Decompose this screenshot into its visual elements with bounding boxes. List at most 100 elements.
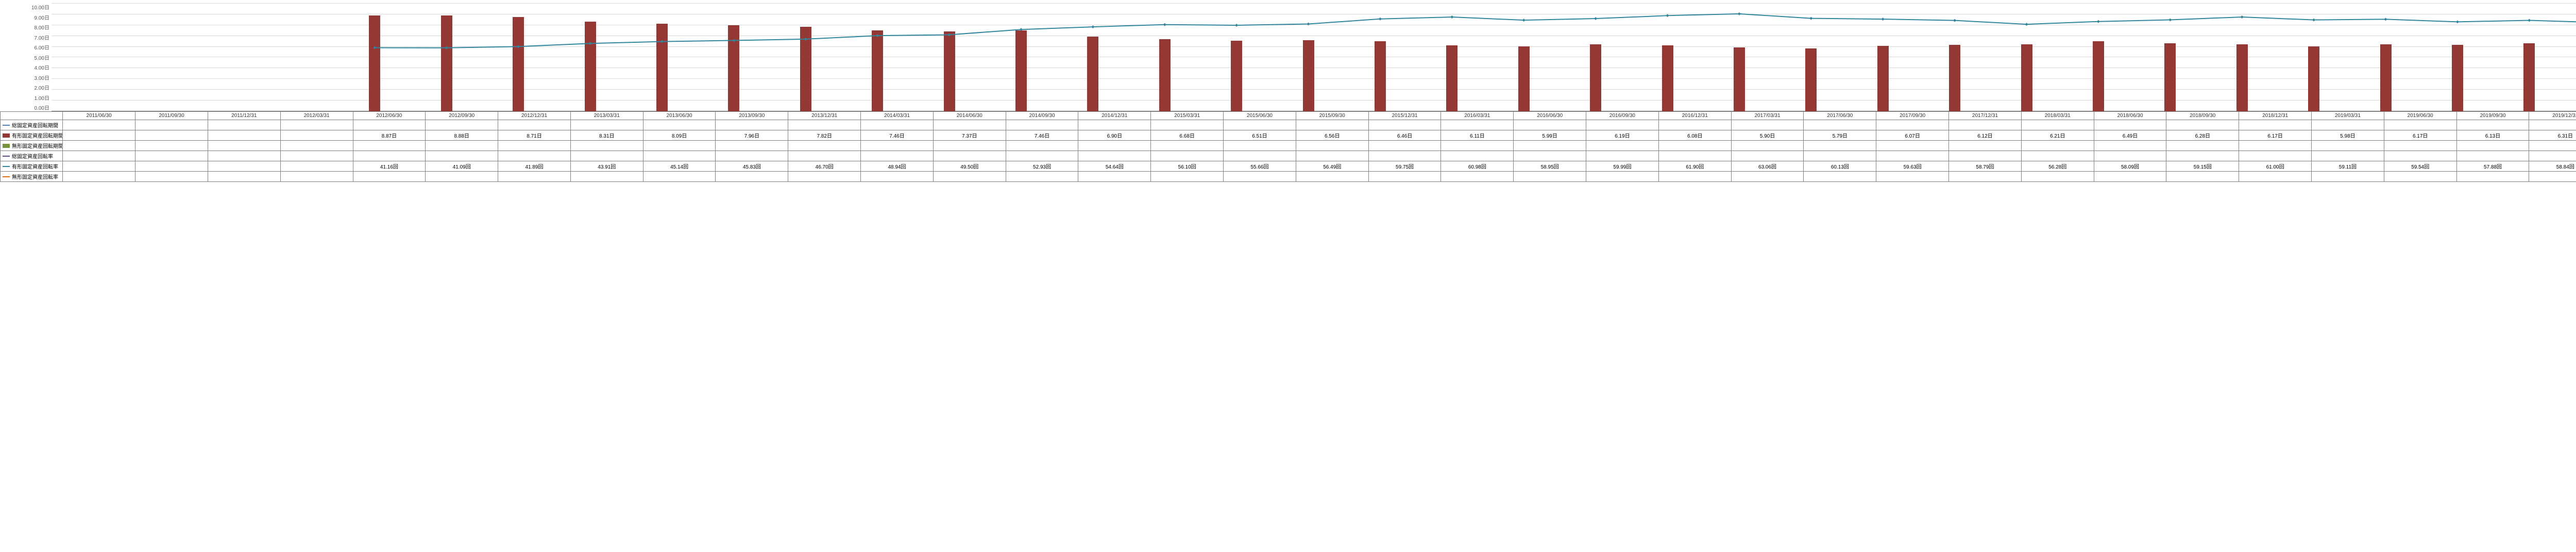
table-date-header: 2019/06/30 (2384, 112, 2456, 120)
table-cell (570, 141, 643, 151)
marker-yukei-ritsu (2384, 18, 2387, 21)
table-cell (2239, 172, 2312, 182)
marker-yukei-ritsu (1235, 24, 1238, 27)
row-header-yukei_kikan: 有形固定資産回転期間 (1, 130, 63, 141)
table-row-mukei_kikan: 無形固定資産回転期間無形固定資産回転期間 (1, 141, 2576, 151)
table-cell (63, 130, 135, 141)
plot-area (52, 3, 2576, 111)
marker-yukei-ritsu (1163, 23, 1166, 26)
table-cell: 48.94回 (861, 161, 934, 172)
table-cell: 6.07日 (1876, 130, 1949, 141)
marker-yukei-ritsu (1953, 19, 1956, 22)
table-cell (1078, 141, 1151, 151)
table-cell (1368, 151, 1441, 161)
table-cell: 49.50回 (933, 161, 1006, 172)
table-cell: 59.15回 (2166, 161, 2239, 172)
table-cell: 7.46日 (1006, 130, 1078, 141)
table-date-header: 2013/06/30 (643, 112, 716, 120)
row-label: 無形固定資産回転率 (12, 175, 58, 180)
table-cell: 6.11日 (1441, 130, 1514, 141)
table-cell: 57.88回 (2456, 161, 2529, 172)
data-table-wrap: 2011/06/302011/09/302011/12/312012/03/31… (0, 111, 2576, 552)
table-cell (2529, 151, 2576, 161)
table-cell (1731, 120, 1804, 130)
table-cell (788, 151, 861, 161)
table-cell (933, 141, 1006, 151)
table-cell (1441, 141, 1514, 151)
table-cell: 56.49回 (1296, 161, 1368, 172)
table-cell: 5.79日 (1804, 130, 1876, 141)
table-date-header: 2011/06/30 (63, 112, 135, 120)
table-cell (1368, 172, 1441, 182)
table-cell (353, 151, 426, 161)
table-date-header: 2017/06/30 (1804, 112, 1876, 120)
table-date-header: 2011/12/31 (208, 112, 280, 120)
table-cell: 6.21日 (2021, 130, 2094, 141)
table-cell (2094, 151, 2166, 161)
marker-yukei-ritsu (2528, 19, 2531, 22)
table-cell: 5.99日 (1514, 130, 1586, 141)
table-body: 総固定資産回転期間総固定資産回転期間有形固定資産回転期間8.87日8.88日8.… (1, 120, 2576, 182)
marker-yukei-ritsu (2456, 20, 2459, 23)
table-row-mukei_ritsu: 無形固定資産回転率無形固定資産回転率 (1, 172, 2576, 182)
table-cell (2094, 141, 2166, 151)
table-cell (208, 172, 280, 182)
table-cell: 58.79回 (1949, 161, 2022, 172)
marker-yukei-ritsu (1020, 28, 1023, 31)
table-cell (716, 172, 788, 182)
table-cell (1514, 141, 1586, 151)
table-cell: 59.75回 (1368, 161, 1441, 172)
y-left-tick: 10.00日 (27, 3, 49, 11)
table-cell: 8.09日 (643, 130, 716, 141)
table-cell (1224, 141, 1296, 151)
table-cell: 60.98回 (1441, 161, 1514, 172)
table-cell (135, 130, 208, 141)
table-cell (1224, 172, 1296, 182)
table-cell: 46.70回 (788, 161, 861, 172)
table-cell: 41.16回 (353, 161, 426, 172)
table-cell (63, 172, 135, 182)
table-cell (63, 161, 135, 172)
table-cell: 6.51日 (1224, 130, 1296, 141)
table-cell (2239, 120, 2312, 130)
table-cell (1731, 172, 1804, 182)
table-cell (1731, 141, 1804, 151)
table-cell (1151, 141, 1224, 151)
table-date-header: 2016/09/30 (1586, 112, 1659, 120)
table-date-header: 2015/03/31 (1151, 112, 1224, 120)
marker-yukei-ritsu (517, 45, 520, 48)
marker-yukei-ritsu (876, 34, 879, 37)
table-cell (1586, 120, 1659, 130)
marker-yukei-ritsu (732, 39, 735, 42)
table-cell (280, 130, 353, 141)
table-cell: 58.84回 (2529, 161, 2576, 172)
table-cell (1441, 172, 1514, 182)
table-cell (933, 172, 1006, 182)
table-header-row: 2011/06/302011/09/302011/12/312012/03/31… (1, 112, 2576, 120)
table-cell: 61.90回 (1658, 161, 1731, 172)
table-cell (1949, 141, 2022, 151)
table-row-soukotei_kikan: 総固定資産回転期間総固定資産回転期間 (1, 120, 2576, 130)
y-left-tick: 4.00日 (27, 63, 49, 71)
table-cell (1658, 141, 1731, 151)
table-cell (1078, 120, 1151, 130)
data-table: 2011/06/302011/09/302011/12/312012/03/31… (0, 111, 2576, 182)
table-cell (2456, 151, 2529, 161)
marker-yukei-ritsu (2312, 19, 2315, 22)
table-cell (788, 172, 861, 182)
table-cell (2021, 141, 2094, 151)
table-cell (353, 141, 426, 151)
table-cell: 8.88日 (426, 130, 498, 141)
table-cell (716, 151, 788, 161)
table-cell: 8.71日 (498, 130, 571, 141)
y-left-tick: 6.00日 (27, 43, 49, 51)
table-row-yukei_kikan: 有形固定資産回転期間8.87日8.88日8.71日8.31日8.09日7.96日… (1, 130, 2576, 141)
table-cell (1804, 141, 1876, 151)
table-cell (426, 172, 498, 182)
table-date-header: 2017/12/31 (1949, 112, 2022, 120)
table-cell: 41.09回 (426, 161, 498, 172)
row-header-soukotei_ritsu: 総固定資産回転率 (1, 151, 63, 161)
table-cell: 6.56日 (1296, 130, 1368, 141)
row-header-yukei_ritsu: 有形固定資産回転率 (1, 161, 63, 172)
y-left-tick: 8.00日 (27, 23, 49, 31)
